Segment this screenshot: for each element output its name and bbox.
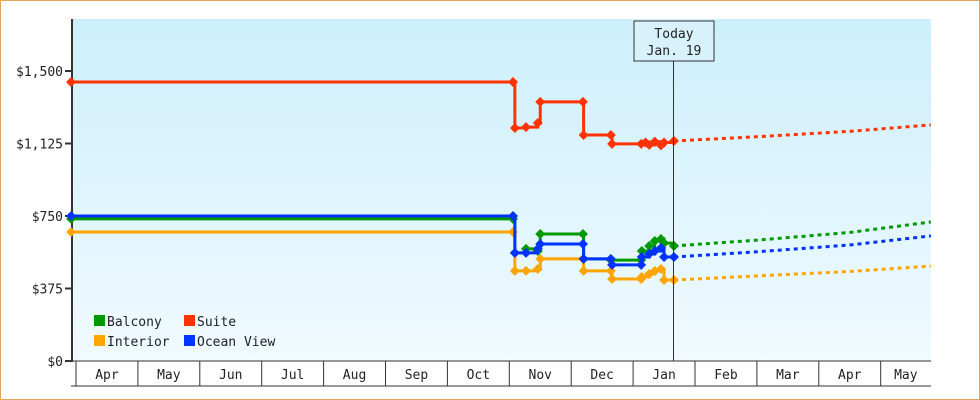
ocean-view-point xyxy=(577,239,588,250)
legend-label-balcony: Balcony xyxy=(107,315,162,330)
today-label: Today xyxy=(654,27,693,42)
suite-point xyxy=(532,118,543,129)
legend-label-suite: Suite xyxy=(197,315,236,330)
x-tick-label: Sep xyxy=(405,368,429,383)
today-date: Jan. 19 xyxy=(647,44,702,59)
legend-label-interior: Interior xyxy=(107,335,170,350)
y-tick-label: $0 xyxy=(47,355,63,370)
interior-point xyxy=(535,253,546,264)
x-tick-label: Jul xyxy=(281,368,304,383)
x-tick-label: May xyxy=(894,368,918,383)
x-tick-label: Jan xyxy=(652,368,675,383)
suite-point xyxy=(66,77,77,88)
suite-point xyxy=(578,129,589,140)
legend-swatch-balcony xyxy=(94,315,105,326)
ocean-view-point xyxy=(655,242,666,253)
ocean-view-point xyxy=(535,239,546,250)
today-marker: Today Jan. 19 xyxy=(633,20,715,361)
ocean-view-forecast-line xyxy=(673,234,932,259)
x-tick-label: Jun xyxy=(219,368,242,383)
x-tick-label: Dec xyxy=(590,368,613,383)
interior-point xyxy=(659,274,670,285)
x-tick-label: May xyxy=(157,368,181,383)
ocean-view-point xyxy=(659,251,670,262)
y-tick-label: $750 xyxy=(32,210,63,225)
x-tick-label: Oct xyxy=(467,368,490,383)
x-tick-label: Apr xyxy=(95,368,119,383)
suite-point xyxy=(607,138,618,149)
y-tick-label: $375 xyxy=(32,283,63,298)
x-tick-label: Apr xyxy=(838,368,862,383)
suite-point xyxy=(508,77,519,88)
interior-point xyxy=(66,227,77,238)
ocean-view-point xyxy=(578,253,589,264)
interior-point xyxy=(521,265,532,276)
interior-point xyxy=(607,274,618,285)
suite-point xyxy=(649,136,660,147)
legend-swatch-suite xyxy=(184,315,195,326)
interior-forecast-line xyxy=(673,264,931,282)
legend-swatch-ocean-view xyxy=(184,335,195,346)
x-tick-label: Feb xyxy=(714,368,738,383)
suite-point xyxy=(577,96,588,107)
y-tick-label: $1,500 xyxy=(16,65,63,80)
x-tick-label: Aug xyxy=(343,368,366,383)
interior-point xyxy=(578,265,589,276)
interior-point xyxy=(532,263,543,274)
ocean-view-point xyxy=(508,211,519,221)
interior-point xyxy=(655,263,666,274)
balcony-point xyxy=(636,245,647,256)
suite-point xyxy=(659,137,670,148)
y-tick-label: $1,125 xyxy=(16,138,63,153)
x-tick-label: Nov xyxy=(529,368,553,383)
ocean-view-point xyxy=(636,251,647,262)
suite-point xyxy=(535,96,546,107)
interior-point xyxy=(636,271,647,282)
ocean-view-point xyxy=(66,211,77,221)
legend: Balcony Suite Interior Ocean View xyxy=(94,315,275,350)
suite-forecast-line xyxy=(673,123,931,143)
x-tick-label: Mar xyxy=(776,368,800,383)
plot-area xyxy=(73,19,931,361)
balcony-point xyxy=(535,228,546,239)
legend-label-ocean-view: Ocean View xyxy=(197,335,275,350)
suite-point xyxy=(605,129,616,140)
ocean-view-point xyxy=(521,247,532,258)
legend-swatch-interior xyxy=(94,335,105,346)
balcony-forecast-line xyxy=(673,220,932,248)
ocean-view-point xyxy=(607,259,618,270)
balcony-point xyxy=(644,240,655,251)
suite-point xyxy=(521,122,532,133)
balcony-point xyxy=(577,228,588,239)
ocean-view-point xyxy=(636,259,647,270)
